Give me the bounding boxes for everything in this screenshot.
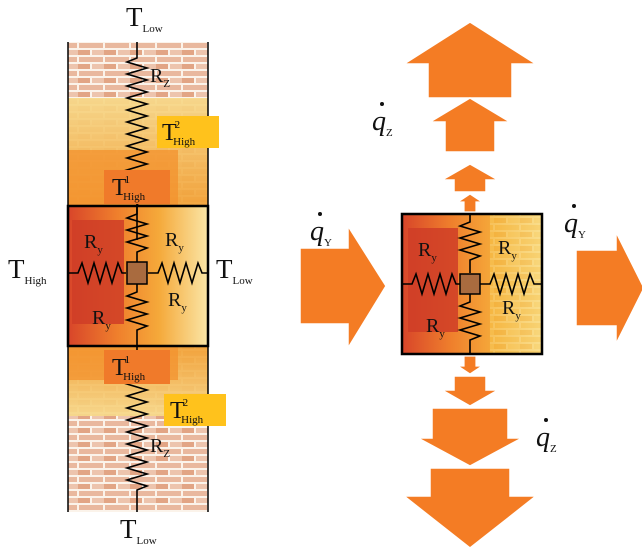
q-z-bottom-dot [544, 418, 548, 422]
t-low-right-label: TLow [216, 254, 253, 287]
t-low-bottom-label: TLow [120, 514, 157, 547]
arrow-up-medium [427, 97, 513, 153]
flux-diagram [299, 21, 642, 549]
t2-top-badge [157, 116, 219, 148]
t1-high-bottom-label: T1 High [112, 354, 146, 383]
flux-r-y-top-right-label: Ry [498, 237, 517, 262]
t2-high-bottom-label: T2 High [170, 397, 204, 426]
q-y-right-label: qY [564, 208, 586, 241]
q-z-top-label: qZ [372, 106, 393, 139]
t-low-top-label: TLow [126, 2, 163, 35]
arrow-right-inflow [299, 223, 387, 351]
flux-resistor-y-top [457, 214, 483, 273]
right-labels: qY qY qZ qZ Ry Ry Ry Ry [310, 102, 586, 455]
t1-top-badge [104, 170, 170, 204]
center-node [126, 261, 148, 285]
q-z-bottom-label: qZ [536, 422, 557, 455]
flux-resistor-y-bottom [457, 293, 483, 354]
arrow-right-outflow [575, 231, 642, 345]
arrow-up-large [401, 21, 539, 99]
arrow-down-tiny [456, 355, 484, 375]
arrow-up-small [439, 163, 501, 193]
left-labels: TLow TLow THigh TLow RZ RZ T2 High T1 High… [8, 2, 253, 547]
left-wall [66, 42, 226, 512]
r-z-bottom-label: RZ [150, 435, 170, 460]
flux-resistor-y-left [402, 271, 460, 297]
t1-high-top-label: T1 High [112, 174, 146, 203]
r-y-right-label: Ry [168, 289, 187, 314]
r-z-top-label: RZ [150, 65, 170, 90]
flux-r-y-top-left-label: Ry [418, 239, 437, 264]
q-y-left-dot [318, 212, 322, 216]
r-y-top-right-label: Ry [165, 229, 184, 254]
t1-bottom-badge [104, 350, 170, 384]
q-y-right-dot [572, 204, 576, 208]
t-high-left-label: THigh [8, 254, 47, 287]
arrow-down-medium [417, 407, 523, 467]
resistor-y-left-horizontal [68, 260, 126, 286]
t2-high-top-label: T2 High [162, 119, 196, 148]
flux-r-y-bottom-left-label: Ry [426, 315, 445, 340]
resistor-y-right-horizontal [148, 260, 208, 286]
q-y-left-label: qY [310, 216, 332, 249]
arrow-down-small [439, 375, 501, 407]
flux-resistor-y-right [480, 271, 542, 297]
arrow-up-tiny [456, 193, 484, 213]
arrow-down-large [401, 467, 539, 549]
resistor-y-top-vertical [124, 206, 150, 262]
resistor-y-bottom-vertical [124, 284, 150, 346]
flux-r-y-right-label: Ry [502, 297, 521, 322]
flux-center-node [459, 273, 481, 295]
q-z-top-dot [380, 102, 384, 106]
r-y-top-left-label: Ry [84, 231, 103, 256]
t2-bottom-badge [164, 394, 226, 426]
r-y-bottom-left-label: Ry [92, 307, 111, 332]
